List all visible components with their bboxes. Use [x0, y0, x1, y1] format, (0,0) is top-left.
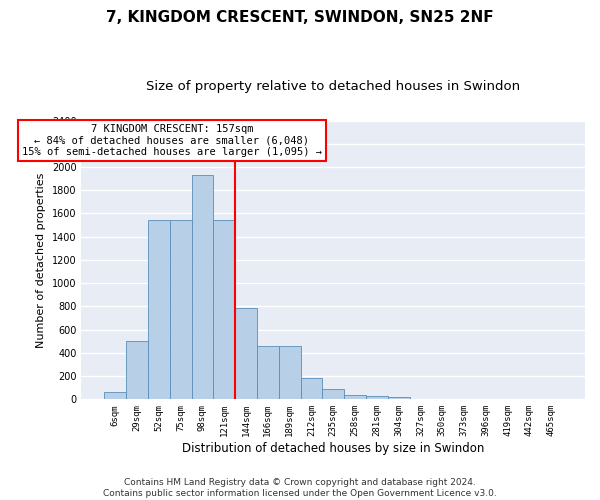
Bar: [388, 397, 410, 400]
Bar: [279, 346, 301, 400]
Title: Size of property relative to detached houses in Swindon: Size of property relative to detached ho…: [146, 80, 520, 93]
Bar: [301, 378, 322, 400]
Bar: [257, 346, 279, 400]
Bar: [322, 389, 344, 400]
Bar: [214, 220, 235, 400]
Bar: [170, 220, 191, 400]
Y-axis label: Number of detached properties: Number of detached properties: [36, 172, 46, 348]
Bar: [104, 392, 126, 400]
Text: 7 KINGDOM CRESCENT: 157sqm
← 84% of detached houses are smaller (6,048)
15% of s: 7 KINGDOM CRESCENT: 157sqm ← 84% of deta…: [22, 124, 322, 157]
Bar: [344, 396, 366, 400]
Bar: [366, 396, 388, 400]
X-axis label: Distribution of detached houses by size in Swindon: Distribution of detached houses by size …: [182, 442, 484, 455]
Bar: [126, 342, 148, 400]
Text: Contains HM Land Registry data © Crown copyright and database right 2024.
Contai: Contains HM Land Registry data © Crown c…: [103, 478, 497, 498]
Bar: [235, 308, 257, 400]
Bar: [191, 175, 214, 400]
Text: 7, KINGDOM CRESCENT, SWINDON, SN25 2NF: 7, KINGDOM CRESCENT, SWINDON, SN25 2NF: [106, 10, 494, 25]
Bar: [148, 220, 170, 400]
